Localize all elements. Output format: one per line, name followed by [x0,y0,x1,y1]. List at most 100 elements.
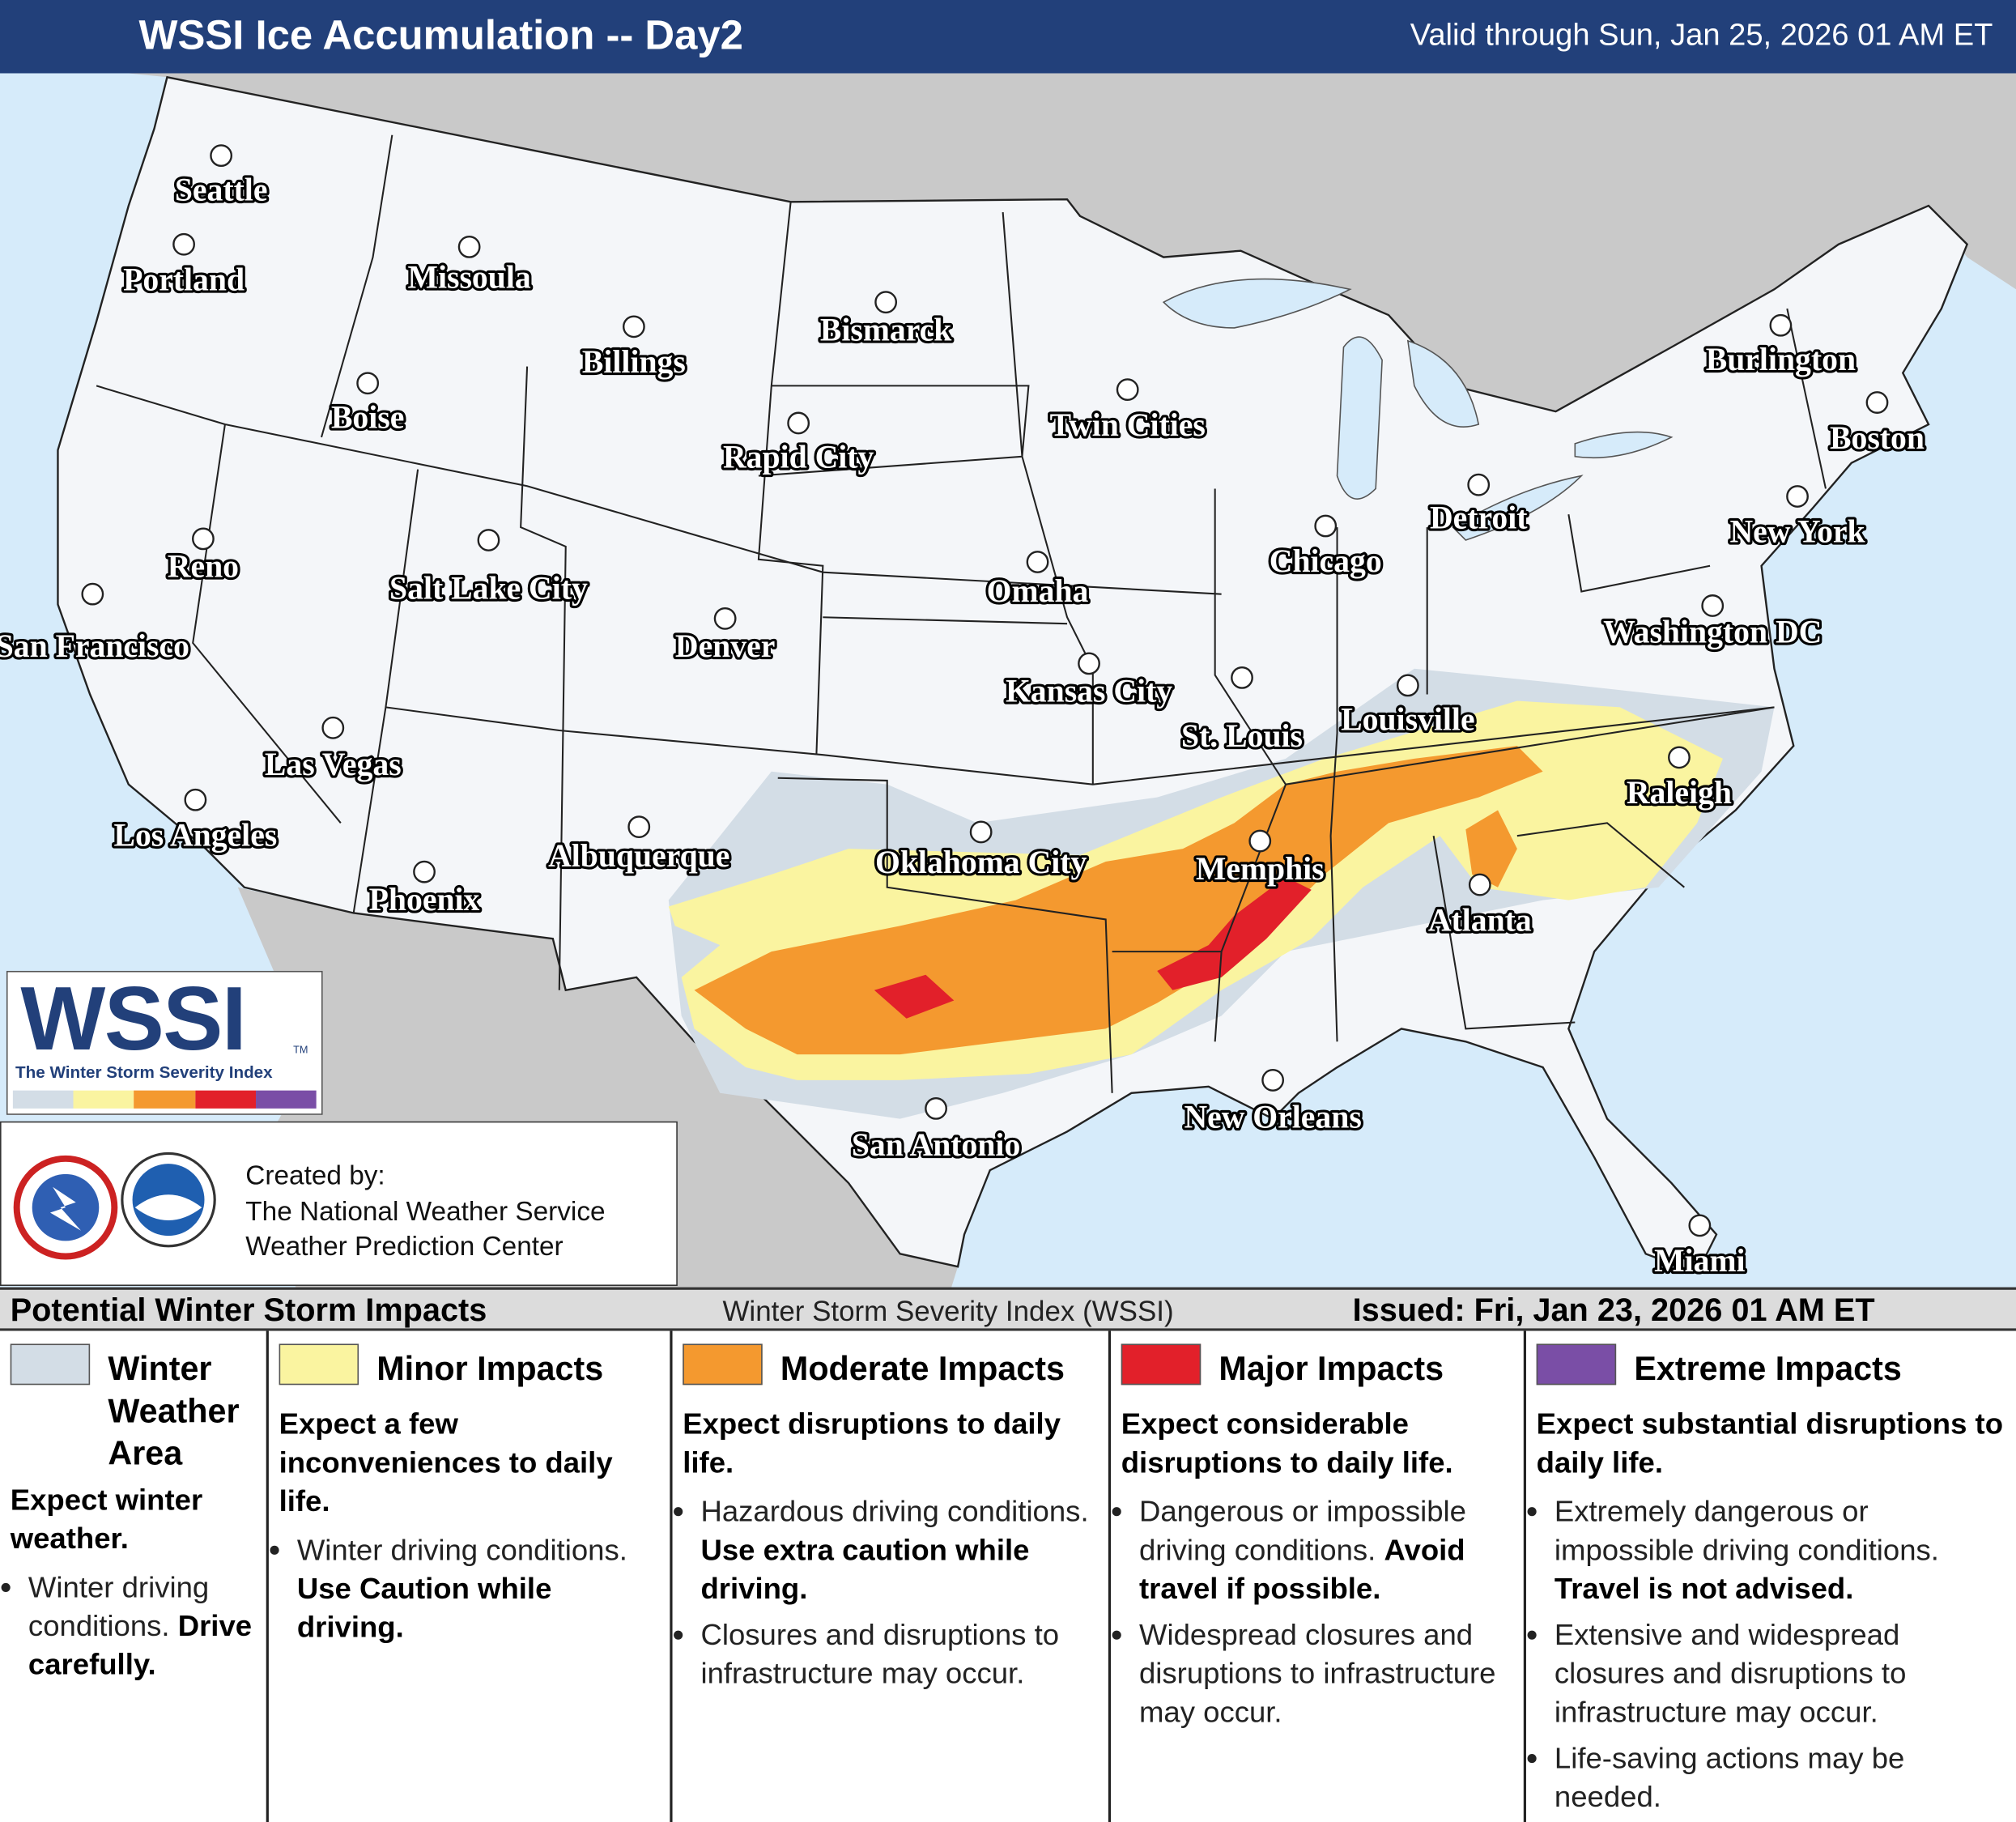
legend-name: Winter Weather Area [108,1348,240,1473]
city-marker [1314,514,1338,538]
impact-area [874,974,955,1019]
impact-area [1465,810,1517,888]
city-marker [1231,666,1253,689]
city-marker [1026,551,1049,573]
legend-column: Major Impacts Expect considerable disrupt… [1108,1330,1524,1822]
city-marker [1467,473,1491,496]
city-label: Burlington [1706,342,1856,377]
city-marker [477,529,500,551]
bullet-text: Dangerous or impossible driving conditio… [1138,1494,1466,1567]
city-label: Missoula [408,259,531,295]
city-marker [925,1096,947,1120]
lake-erie [1452,475,1584,541]
state-lines [96,134,1827,1093]
city-label: Portland [123,262,245,297]
agency-logos [13,1152,216,1260]
city-label: Kansas City [1006,674,1172,709]
legend-bullet: Extremely dangerous or impossible drivin… [1555,1492,2009,1607]
legend-name: Minor Impacts [376,1348,604,1388]
legend-bullet: Closures and disruptions to infrastructu… [700,1616,1100,1692]
city-marker [184,788,207,811]
city-label: Washington DC [1603,615,1822,650]
city-marker [81,582,104,606]
bullet-text: Extremely dangerous or impossible drivin… [1554,1494,1939,1567]
city-label: Boise [331,399,404,435]
bullet-emphasis: Use Caution while driving. [296,1571,552,1644]
valid-time: Valid through Sun, Jan 25, 2026 01 AM ET [1410,18,1993,53]
state-line [192,424,342,824]
city-label: St. Louis [1181,718,1303,754]
bullet-text: Hazardous driving conditions. [700,1494,1089,1528]
city-label: Atlanta [1428,902,1532,938]
canada [128,73,2016,412]
legend-title: Potential Winter Storm Impacts [10,1292,487,1329]
legend-bullet: Winter driving conditions. Drive careful… [28,1568,258,1684]
legend-summary: Expect winter weather. [10,1482,203,1555]
legend-summary: Expect disruptions to daily life. [683,1407,1061,1479]
city-label: Los Angeles [113,817,277,853]
legend-name: Major Impacts [1219,1348,1444,1388]
legend-bullet: Life-saving actions may be needed. [1555,1739,2009,1816]
legend-name: Extreme Impacts [1634,1348,1902,1388]
city-label: Seattle [175,172,268,207]
city-label: Oklahoma City [875,845,1087,880]
city-label: Twin Cities [1050,407,1206,443]
legend-bullet: Widespread closures and disruptions to i… [1139,1616,1516,1731]
legend-summary: Expect substantial disruptions to daily … [1536,1407,2004,1479]
city-label: Detroit [1430,500,1528,535]
legend-swatch [683,1343,763,1386]
city-marker [622,315,645,338]
city-marker [969,820,993,844]
bullet-text: Winter driving conditions. [28,1569,210,1642]
lake-huron [1406,339,1480,428]
legend-index: Winter Storm Severity Index (WSSI) [722,1295,1174,1327]
city-marker [1261,1069,1285,1092]
legend-header: Potential Winter Storm Impacts Winter St… [0,1287,2016,1331]
city-marker [1078,652,1100,675]
legend-bullet: Extensive and widespread closures and di… [1555,1616,2009,1731]
city-marker [1116,378,1139,402]
bullet-text: Widespread closures and disruptions to i… [1138,1617,1496,1729]
city-marker [1769,313,1793,337]
logo-text: WSSI [20,968,246,1069]
strip-color [194,1090,256,1109]
state-line [777,777,1113,1093]
credit-line: Created by: [245,1160,385,1191]
state-line [1214,488,1287,952]
legend-bullets: Hazardous driving conditions. Use extra … [683,1492,1100,1692]
state-line [1329,527,1338,1042]
impact-area [1157,877,1312,990]
city-marker [1668,746,1691,769]
bullet-text: Extensive and widespread closures and di… [1554,1617,1907,1729]
city-label: Phoenix [369,882,480,917]
city-label: Salt Lake City [389,571,588,607]
legend-bullets: Winter driving conditions. Use Caution w… [279,1530,662,1646]
bullet-emphasis: Travel is not advised. [1554,1571,1854,1605]
city-label: San Francisco [0,628,189,664]
city-label: Chicago [1270,543,1382,579]
strip-color [12,1090,74,1109]
legend-column: Extreme Impacts Expect substantial disrup… [1523,1330,2016,1822]
legend-bullet: Winter driving conditions. Use Caution w… [297,1530,662,1646]
legend-swatch [1121,1343,1202,1386]
title: WSSI Ice Accumulation -- Day2 [138,11,743,58]
city-marker [713,607,737,630]
city-marker [1786,485,1809,508]
city-marker [210,144,233,168]
legend-bullets: Dangerous or impossible driving conditio… [1121,1492,1516,1730]
strip-color [134,1090,195,1109]
legend-summary: Expect considerable disruptions to daily… [1121,1407,1453,1479]
legend-bullets: Winter driving conditions. Drive careful… [11,1568,258,1684]
state-line [321,134,393,438]
bullet-text: Winter driving conditions. [296,1532,627,1567]
city-marker [457,236,481,258]
city-label: Memphis [1196,851,1325,887]
city-marker [627,815,651,838]
legend-column: Winter Weather Area Expect winter weather… [0,1331,266,1822]
strip-color [255,1090,317,1109]
state-line [1786,308,1827,489]
legend-bullet: Hazardous driving conditions. Use extra … [700,1492,1100,1607]
city-marker [1248,829,1272,853]
credit-line: Weather Prediction Center [245,1232,564,1262]
